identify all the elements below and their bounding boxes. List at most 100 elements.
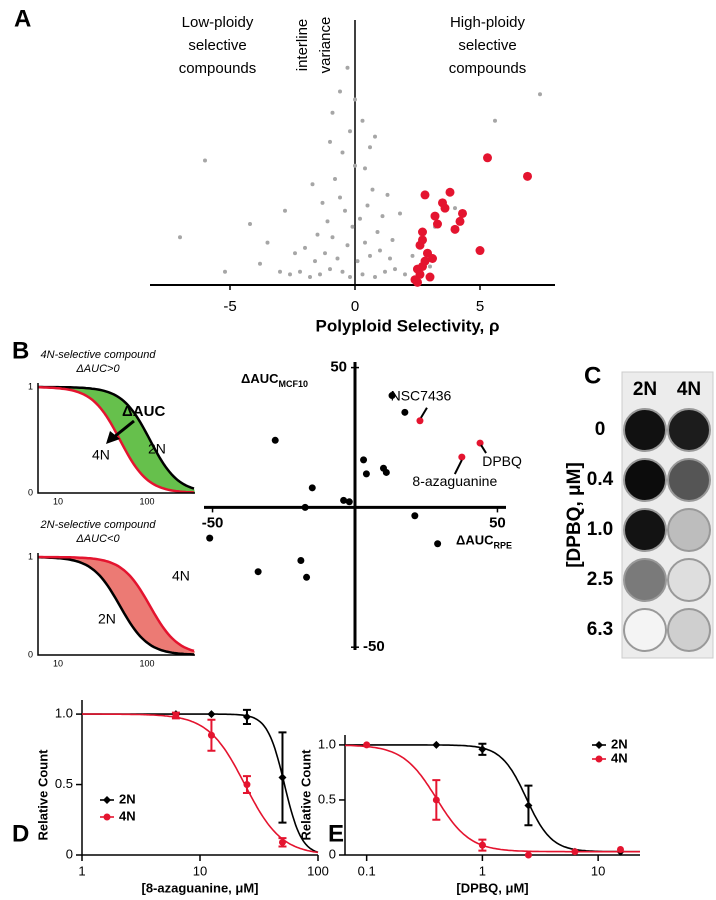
schematic-x-tick: 100 (139, 496, 154, 506)
point (353, 97, 357, 102)
point (401, 408, 409, 416)
point (308, 484, 316, 492)
x-axis-label: ΔAUCRPE (456, 533, 512, 551)
point (325, 219, 330, 224)
point (323, 251, 327, 256)
y-axis-label: Relative Count (35, 749, 50, 841)
y-tick-label: -50 (363, 638, 385, 655)
leader-line (480, 444, 487, 454)
x-tick-label: 10 (193, 863, 207, 878)
point (271, 436, 279, 444)
well (667, 608, 711, 652)
point (403, 272, 407, 277)
point (340, 269, 345, 274)
point (523, 171, 532, 181)
marker (278, 838, 286, 846)
schematic-curve (38, 556, 195, 656)
point (278, 269, 282, 274)
well (623, 608, 667, 652)
marker (595, 741, 603, 749)
marker (432, 796, 440, 804)
point (413, 264, 422, 274)
schematic-area (38, 557, 195, 655)
point (428, 264, 432, 269)
y-axis-label: Relative Count (298, 749, 313, 841)
x-axis-label: Polyploid Selectivity, ρ (315, 316, 499, 335)
marker (616, 845, 624, 853)
y-tick-label: 1.0 (55, 706, 73, 721)
curve-label: 2N (148, 441, 166, 457)
marker (207, 710, 216, 719)
point (382, 468, 390, 476)
point (333, 177, 337, 181)
point (330, 110, 335, 115)
point (375, 230, 380, 234)
y-axis-label-main: ΔAUC (241, 371, 279, 386)
point (360, 272, 365, 277)
point (425, 272, 435, 282)
point (310, 182, 315, 187)
row-label: 0.4 (587, 469, 614, 490)
point (416, 417, 424, 425)
arrow-head (106, 431, 120, 444)
point (373, 275, 377, 280)
row-label: 1.0 (587, 519, 613, 540)
y-tick-label: 0 (329, 846, 336, 861)
point (378, 248, 382, 253)
annotation: selective (458, 37, 516, 54)
point (248, 222, 252, 227)
schematic-title: 4N-selective compound (41, 349, 157, 361)
x-axis-label-sub: RPE (494, 541, 513, 551)
point (340, 150, 345, 155)
x-tick-label: 1 (78, 863, 85, 878)
point (345, 243, 350, 248)
y-tick-label: 0.5 (55, 776, 73, 791)
point (223, 269, 227, 274)
well (667, 408, 711, 452)
point (418, 227, 427, 237)
point (338, 195, 342, 200)
x-tick-label: 100 (307, 863, 329, 878)
point (388, 392, 396, 400)
marker (103, 796, 111, 804)
well (667, 458, 711, 502)
x-tick-label: 5 (476, 298, 484, 315)
schematic-axes (37, 553, 195, 656)
x-tick-label: 0 (351, 298, 359, 315)
point (340, 496, 348, 504)
panel-letter: B (12, 337, 29, 364)
point (420, 256, 430, 266)
marker (432, 740, 441, 749)
point (430, 211, 440, 221)
point (455, 216, 465, 226)
point (483, 153, 492, 163)
point (358, 216, 362, 221)
point (440, 203, 450, 213)
column-label: 4N (677, 379, 701, 400)
point (458, 208, 467, 218)
y-tick-label: 0 (66, 846, 73, 861)
marker (103, 813, 111, 821)
marker (478, 841, 486, 849)
point (445, 187, 455, 197)
point (301, 503, 309, 511)
point (328, 267, 332, 272)
marker (524, 801, 533, 810)
point (328, 139, 332, 144)
curve-label: 2N (98, 611, 116, 627)
point (393, 267, 397, 272)
marker (242, 712, 251, 721)
schematic-y-tick: 1 (28, 551, 33, 561)
schematic-axes (37, 383, 195, 494)
marker (243, 781, 251, 789)
x-tick-label: 0.1 (358, 863, 376, 878)
point (398, 211, 402, 216)
point (315, 232, 320, 237)
point (363, 166, 367, 171)
marker (478, 745, 487, 754)
point (538, 92, 542, 97)
point (258, 261, 262, 266)
x-tick-label: -50 (202, 514, 224, 531)
point (493, 118, 497, 123)
marker (278, 773, 287, 782)
